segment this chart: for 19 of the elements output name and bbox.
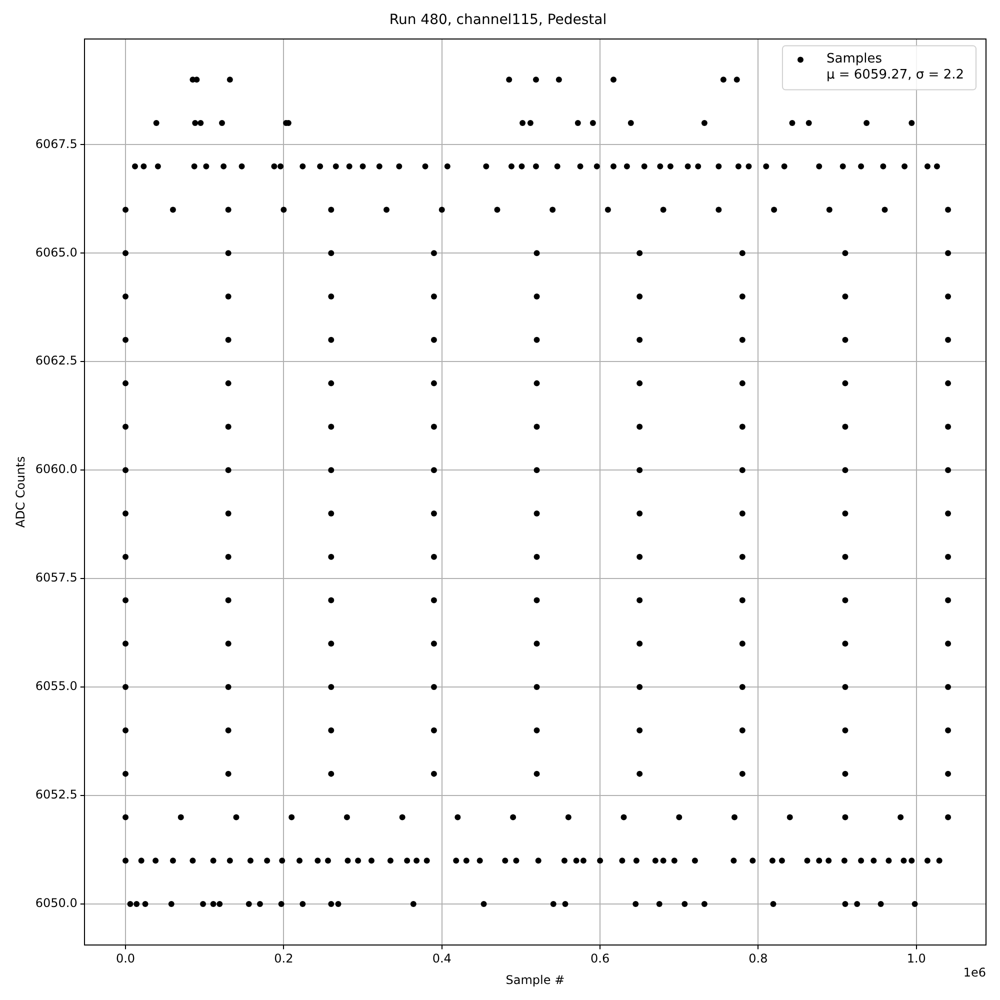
x-tick-label: 0.0 bbox=[116, 952, 136, 966]
x-axis-title: Sample # bbox=[506, 972, 565, 987]
legend-label: Samples μ = 6059.27, σ = 2.2 bbox=[826, 52, 964, 83]
y-tick-label: 6055.0 bbox=[35, 679, 78, 694]
x-tick-label: 0.6 bbox=[590, 952, 610, 966]
y-axis-title: ADC Counts bbox=[13, 456, 28, 528]
chart-title: Run 480, channel115, Pedestal bbox=[389, 12, 607, 28]
y-tick-label: 6067.5 bbox=[35, 136, 78, 151]
x-tick-label: 0.4 bbox=[432, 952, 452, 966]
y-tick-label: 6052.5 bbox=[35, 788, 78, 802]
y-tick-label: 6057.5 bbox=[35, 570, 78, 585]
y-tick-label: 6060.0 bbox=[35, 462, 78, 476]
x-tick-label: 1.0 bbox=[906, 952, 926, 966]
y-tick-label: 6065.0 bbox=[35, 245, 78, 260]
x-tick-label: 0.2 bbox=[274, 952, 294, 966]
y-tick-label: 6050.0 bbox=[35, 896, 78, 910]
y-tick-label: 6062.5 bbox=[35, 354, 78, 368]
text: 1e6 bbox=[963, 965, 986, 980]
x-tick-label: 0.8 bbox=[748, 952, 768, 966]
